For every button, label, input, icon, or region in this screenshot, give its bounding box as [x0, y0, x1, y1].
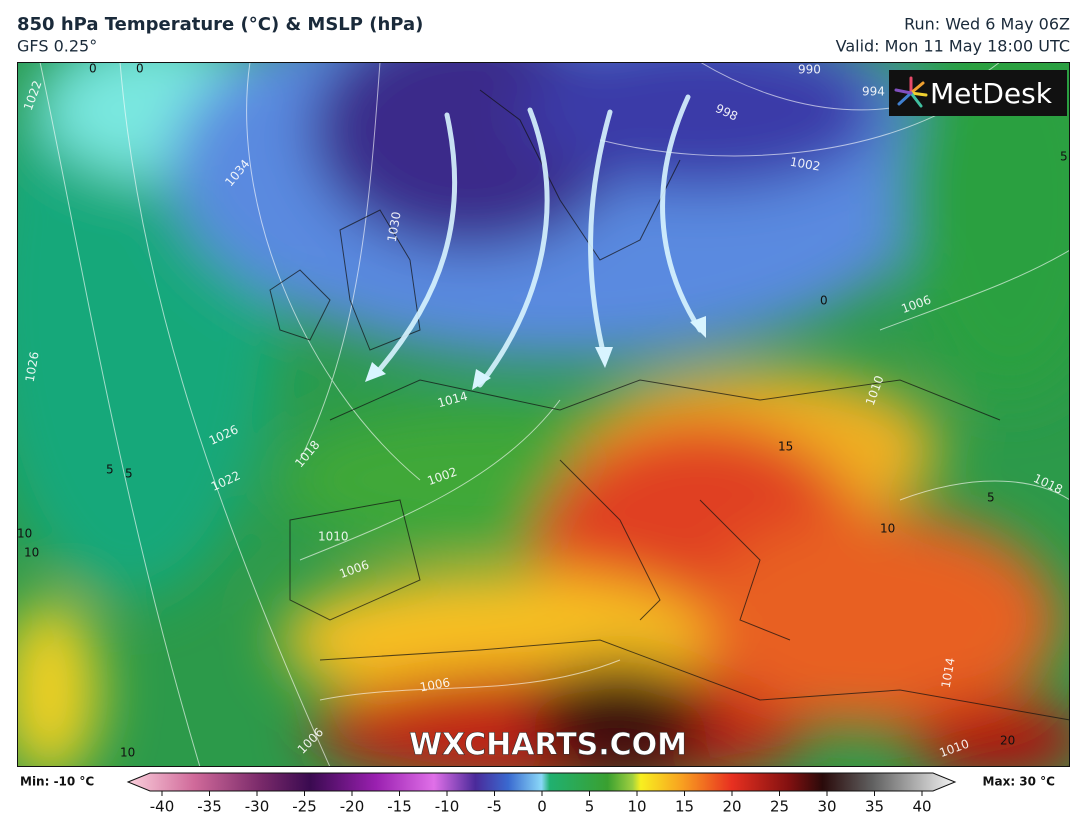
colorbar-tick-label: 5	[585, 798, 595, 816]
contour-label: 10	[880, 522, 895, 536]
colorbar-tick-label: -5	[487, 798, 502, 816]
contour-label: 1006	[419, 675, 452, 694]
contour-label: 5	[125, 467, 133, 481]
run: Run: Wed 6 May 06Z	[904, 15, 1070, 34]
contour-label: 5	[106, 463, 114, 477]
colorbar-tick-label: -35	[197, 798, 222, 816]
contour-label: 1030	[385, 211, 404, 244]
contour-label: 0	[89, 62, 97, 76]
colorbar-tick-label: 35	[865, 798, 884, 816]
contour-label: 10	[24, 546, 39, 560]
min-label: Min: -10 °C	[20, 775, 94, 789]
contour-label: 1010	[318, 530, 349, 544]
contour-label: 20	[1000, 734, 1015, 748]
contour-label: 1026	[23, 351, 42, 384]
colorbar-tick-label: -30	[245, 798, 270, 816]
colorbar-tick-label: -10	[435, 798, 460, 816]
colorbar-tick-label: 0	[537, 798, 547, 816]
title: 850 hPa Temperature (°C) & MSLP (hPa)	[17, 14, 423, 35]
contour-label: 10	[17, 527, 32, 541]
map: 990 994 998 1002 1030 1034 1022 1026 101…	[17, 62, 1070, 767]
colorbar-tick-label: 10	[627, 798, 646, 816]
valid: Valid: Mon 11 May 18:00 UTC	[836, 37, 1070, 56]
model: GFS 0.25°	[17, 37, 97, 56]
contour-label: 5	[1060, 150, 1068, 164]
colorbar-tick-label: -20	[340, 798, 365, 816]
colorbar-tick-label: 15	[675, 798, 694, 816]
contour-label: 990	[798, 63, 821, 77]
colorbar-tick-label: -25	[292, 798, 317, 816]
contour-label: 10	[120, 746, 135, 760]
contour-label: 1002	[789, 155, 822, 174]
colorbar-tick-label: 30	[817, 798, 836, 816]
colorbar-tick-label: 40	[912, 798, 931, 816]
contour-label: 15	[778, 440, 793, 454]
colorbar-tick-label: -15	[387, 798, 412, 816]
colorbar-tick-label: 25	[770, 798, 789, 816]
contour-label: 5	[987, 491, 995, 505]
contour-label: 0	[820, 294, 828, 308]
watermark: WXCHARTS.COM	[409, 728, 687, 763]
contour-label: 0	[136, 62, 144, 76]
colorbar-ramp	[126, 772, 957, 792]
contour-label: 1014	[939, 657, 958, 690]
logo-mark	[894, 76, 928, 108]
logo: MetDesk	[930, 77, 1053, 110]
colorbar-tick-label: -40	[150, 798, 175, 816]
colorbar: Min: -10 °C Max: 30 °C -40 -35 -30 -25 -20 -1…	[20, 772, 1056, 816]
max-label: Max: 30 °C	[983, 775, 1056, 789]
contour-label: 994	[862, 85, 885, 99]
colorbar-tick-label: 20	[722, 798, 741, 816]
